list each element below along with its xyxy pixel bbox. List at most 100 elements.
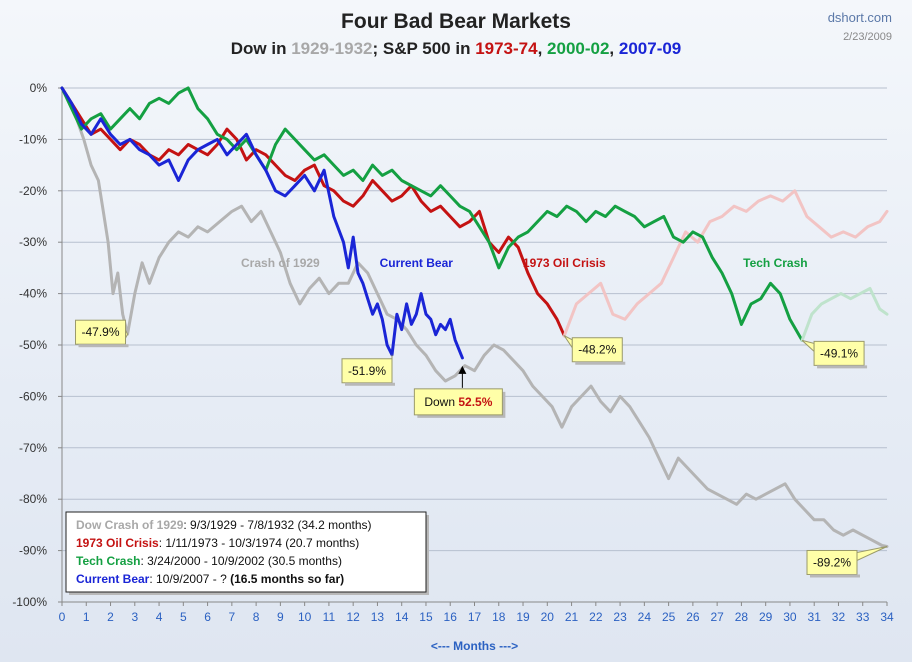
x-axis: 0 1 2 3 4 5 6 7 8 9 10 11 12 13 14 15 16 17 18 19 20 21 22 23 24…	[59, 601, 894, 653]
x-tick-label: 31	[808, 610, 822, 624]
value-callouts: -47.9% -51.9% -48.2% -49.1% -89.2% Down 52.5%	[75, 319, 888, 578]
callout-box	[806, 549, 858, 575]
x-tick-label: 32	[832, 610, 846, 624]
y-tick-label: -80%	[19, 492, 47, 506]
x-tick-label: 20	[541, 610, 555, 624]
y-tick-label: -70%	[19, 441, 47, 455]
callout-pointer	[856, 545, 888, 562]
legend-frame	[65, 511, 427, 593]
x-tick-label: 13	[371, 610, 385, 624]
y-tick-label: -10%	[19, 132, 47, 146]
series-line-tech-crash	[60, 86, 804, 342]
callout-text: -49.1%	[820, 346, 858, 360]
y-tick-label: -100%	[12, 595, 47, 609]
x-tick-label: 30	[783, 610, 797, 624]
series-label: Crash of 1929	[241, 256, 320, 270]
x-tick-label: 27	[710, 610, 724, 624]
x-tick-label: 21	[565, 610, 579, 624]
series-line-1973-oil-crisis-after	[562, 189, 889, 338]
legend-entry: Dow Crash of 1929: 9/3/1929 - 7/8/1932 (…	[76, 518, 372, 532]
legend-label: Dow Crash of 1929	[76, 518, 184, 532]
chart-title: Four Bad Bear Markets	[341, 10, 571, 33]
x-tick-label: 9	[277, 610, 284, 624]
legend-box: Dow Crash of 1929: 9/3/1929 - 7/8/1932 (…	[65, 511, 429, 595]
callout-shadow	[345, 382, 395, 386]
x-tick-label: 34	[880, 610, 894, 624]
subtitle-part: 1973-74	[475, 39, 538, 58]
callout-text: -48.2%	[578, 343, 616, 357]
y-axis: 0% -10% -20% -30% -40% -50% -60% -70% -80% -90% -1…	[12, 81, 63, 609]
subtitle-part: ; S&P 500 in	[373, 39, 476, 58]
x-tick-label: 29	[759, 610, 773, 624]
series-label: Tech Crash	[743, 256, 807, 270]
x-tick-label: 16	[444, 610, 458, 624]
y-tick-label: 0%	[30, 81, 48, 95]
down-callout-box	[413, 388, 503, 416]
callout-box	[571, 337, 623, 363]
down-value: 52.5%	[458, 395, 492, 409]
series-line-current-bear	[60, 86, 464, 360]
x-tick-label: 8	[253, 610, 260, 624]
legend-extra: (16.5 months so far)	[230, 572, 344, 586]
value-callout: -51.9%	[341, 354, 395, 386]
x-tick-label: 28	[735, 610, 749, 624]
down-prefix: Down	[424, 395, 458, 409]
down-arrow-head	[458, 365, 467, 374]
x-tick-label: 33	[856, 610, 870, 624]
legend-label: 1973 Oil Crisis	[76, 536, 159, 550]
x-tick-label: 5	[180, 610, 187, 624]
series-line-crash-of-1929	[60, 86, 889, 548]
callout-shadow	[817, 365, 868, 369]
x-tick-label: 18	[492, 610, 506, 624]
x-tick-label: 24	[638, 610, 652, 624]
down-callout-text: Down 52.5%	[424, 395, 492, 409]
x-tick-label: 11	[323, 610, 336, 624]
chart-subtitle: Dow in 1929-1932; S&P 500 in 1973-74, 20…	[231, 39, 682, 58]
x-tick-label: 12	[346, 610, 360, 624]
x-tick-label: 7	[229, 610, 236, 624]
series-line-tech-crash-after	[800, 287, 889, 342]
subtitle-part: 2000-02	[547, 39, 609, 58]
legend-detail: : 3/24/2000 - 10/9/2002 (30.5 months)	[140, 554, 341, 568]
series-label: 1973 Oil Crisis	[523, 256, 606, 270]
subtitle-part: Dow in	[231, 39, 291, 58]
legend-detail: : 9/3/1929 - 7/8/1932 (34.2 months)	[183, 518, 371, 532]
callout-box	[341, 358, 393, 384]
subtitle-part: ,	[538, 39, 547, 58]
x-tick-label: 0	[59, 610, 66, 624]
series-labels: Crash of 1929 Current Bear 1973 Oil Crisis…	[241, 256, 808, 270]
y-tick-label: -50%	[19, 338, 47, 352]
callout-box	[75, 319, 127, 345]
legend-detail: : 10/9/2007 - ?	[149, 572, 230, 586]
x-tick-label: 3	[131, 610, 138, 624]
y-tick-label: -20%	[19, 184, 47, 198]
x-tick-label: 14	[395, 610, 409, 624]
subtitle-part: 1929-1932	[291, 39, 372, 58]
callout-pointer	[562, 334, 573, 350]
x-tick-label: 1	[83, 610, 90, 624]
legend-label: Tech Crash	[76, 554, 140, 568]
callout-text: -51.9%	[348, 364, 386, 378]
down-callout: Down 52.5%	[413, 365, 506, 418]
callout-box	[813, 340, 865, 366]
date-label: 2/23/2009	[843, 31, 892, 43]
x-tick-label: 19	[516, 610, 530, 624]
value-callout: -49.1%	[801, 339, 868, 369]
legend-entry: Tech Crash: 3/24/2000 - 10/9/2002 (30.5 …	[76, 554, 342, 568]
callout-shadow	[78, 344, 129, 348]
x-tick-label: 2	[107, 610, 114, 624]
legend-label: Current Bear	[76, 572, 150, 586]
subtitle-part: ,	[609, 39, 618, 58]
series-label: Current Bear	[380, 256, 454, 270]
x-tick-label: 15	[419, 610, 433, 624]
source-label: dshort.com	[828, 10, 892, 25]
x-tick-label: 6	[204, 610, 211, 624]
series-line-1973-oil-crisis	[60, 86, 566, 338]
y-tick-label: -60%	[19, 389, 47, 403]
y-tick-label: -90%	[19, 544, 47, 558]
value-callout: -47.9%	[75, 319, 129, 348]
x-tick-label: 23	[613, 610, 627, 624]
series-lines	[60, 86, 889, 548]
x-tick-label: 17	[468, 610, 482, 624]
